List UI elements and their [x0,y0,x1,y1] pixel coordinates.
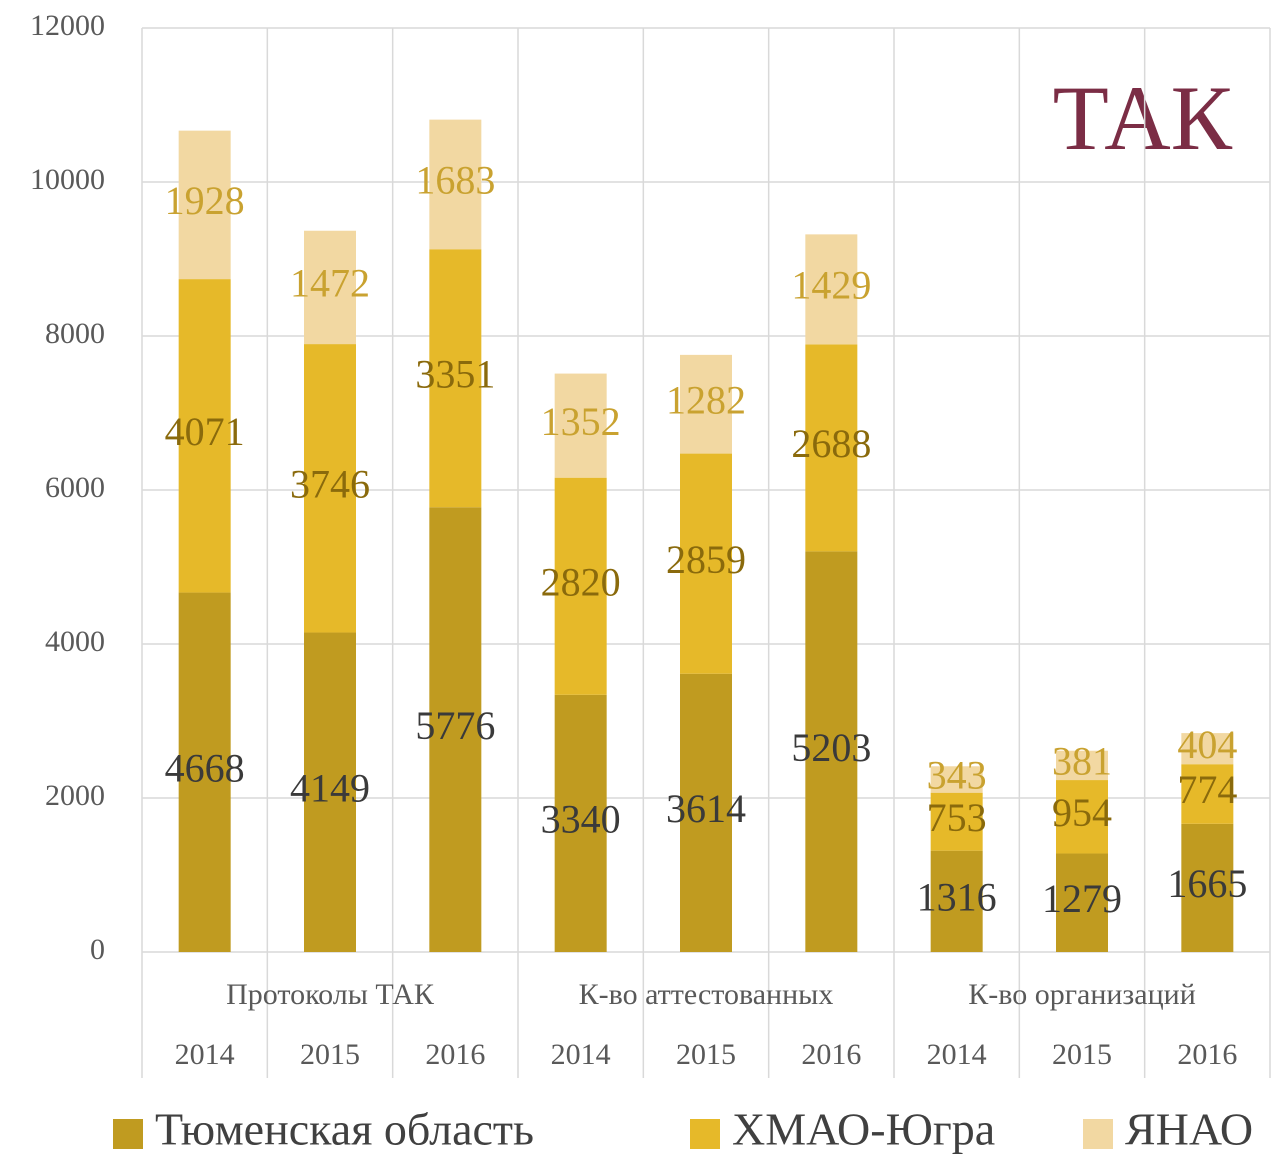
data-label: 5776 [415,703,495,748]
x-tick-label: 2016 [425,1038,485,1071]
data-label: 1472 [290,261,370,306]
bar-segment [1056,750,1108,781]
data-label: 954 [1052,790,1112,835]
data-label: 1429 [791,263,871,308]
data-label: 5203 [791,725,871,770]
bar-segment [178,279,231,593]
data-label: 3746 [290,461,370,506]
x-tick-label: 2015 [300,1038,360,1071]
bar-segment [930,766,983,793]
data-label: 753 [927,795,987,840]
bar-segment [429,249,482,508]
y-tick-label: 8000 [45,317,105,350]
bar-segment [805,344,858,552]
bar-segment [680,354,732,454]
bar-segment [554,373,607,478]
bar-segment [1181,764,1234,824]
y-tick-label: 2000 [45,779,105,812]
y-tick-label: 6000 [45,471,105,504]
bar-segment [1181,823,1234,952]
group-label: Протоколы ТАК [226,978,435,1011]
data-label: 2820 [541,559,621,604]
bar-segment [554,694,607,952]
legend-label: ХМАО-Югра [732,1104,995,1155]
bar-segment [930,792,983,851]
legend-swatch [1083,1119,1113,1149]
y-tick-label: 4000 [45,625,105,658]
data-label: 1316 [917,875,997,920]
legend-swatch [690,1119,720,1149]
data-label: 3351 [415,351,495,396]
legend-label: ЯНАО [1125,1104,1253,1155]
bar-segment [178,592,231,952]
bar-segment [1056,780,1108,854]
bar-segment [429,119,482,250]
data-label: 1352 [541,399,621,444]
bar-segment [429,507,482,952]
legend-label: Тюменская область [155,1104,534,1155]
bar-segment [805,234,858,345]
chart-title: ТАК [1053,67,1233,169]
y-tick-label: 12000 [30,9,105,42]
y-tick-label: 10000 [30,163,105,196]
legend-swatch [113,1119,143,1149]
data-label: 1683 [415,158,495,203]
data-label: 2859 [666,537,746,582]
data-label: 381 [1052,739,1112,784]
data-label: 1282 [666,377,746,422]
data-label: 1928 [165,178,245,223]
bar-segment [930,850,983,952]
data-label: 1665 [1167,861,1247,906]
bar-segment [554,477,607,695]
x-tick-label: 2014 [175,1038,235,1071]
bar-segment [304,632,356,952]
data-label: 404 [1177,722,1237,767]
bar-segment [304,344,356,633]
x-tick-label: 2016 [801,1038,861,1071]
data-label: 4668 [165,745,245,790]
bar-segment [304,230,356,345]
x-tick-label: 2015 [676,1038,736,1071]
bar-segment [805,551,858,952]
x-tick-label: 2014 [551,1038,611,1071]
x-tick-label: 2015 [1052,1038,1112,1071]
data-label: 1279 [1042,876,1122,921]
data-label: 343 [927,753,987,798]
data-label: 2688 [791,421,871,466]
group-label: К-во организаций [968,978,1196,1011]
group-label: К-во аттестованных [579,978,834,1011]
data-label: 774 [1177,767,1237,812]
x-tick-label: 2016 [1177,1038,1237,1071]
bar-segment [680,673,732,952]
bar-segment [178,130,231,280]
data-label: 4149 [290,765,370,810]
bar-segment [1056,853,1108,952]
y-tick-label: 0 [90,933,105,966]
data-label: 3614 [666,786,746,831]
x-tick-label: 2014 [927,1038,987,1071]
bar-segment [1181,733,1234,765]
data-label: 3340 [541,797,621,842]
bar-segment [680,453,732,674]
data-label: 4071 [165,409,245,454]
